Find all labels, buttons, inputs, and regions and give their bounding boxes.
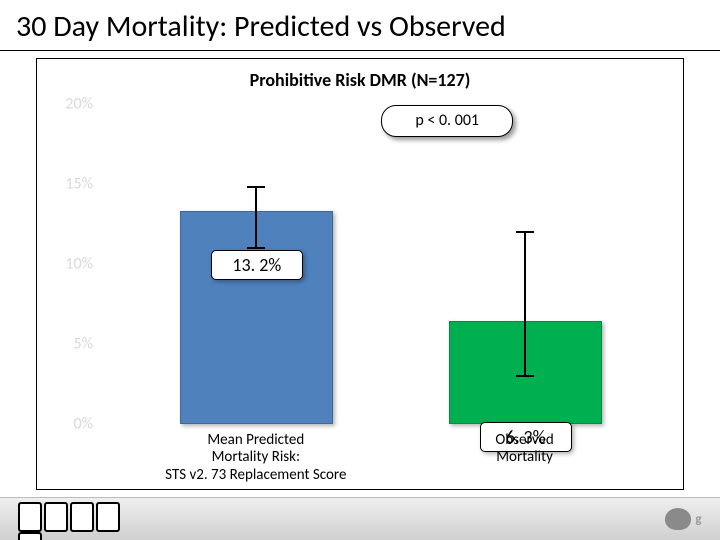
logo-right: g	[562, 504, 702, 534]
bar-value-label-predicted: 13. 2%	[211, 250, 303, 280]
ytick-label: 10%	[65, 255, 93, 274]
ytick-label: 15%	[65, 175, 93, 194]
logo-right-icon	[665, 508, 691, 530]
ytick-label: 20%	[65, 95, 93, 114]
ytick-label: 0%	[73, 415, 93, 434]
logo-left	[18, 502, 128, 536]
footer-band: g	[0, 497, 720, 540]
errorbar-cap-observed	[516, 375, 534, 377]
errorbar-cap-predicted	[247, 186, 265, 188]
errorbar-cap-observed	[516, 231, 534, 233]
bar-observed	[449, 321, 602, 424]
errorbar-stem-predicted	[255, 187, 257, 248]
page-title: 30 Day Mortality: Predicted vs Observed	[16, 8, 712, 45]
logo-right-text: g	[695, 512, 702, 527]
p-value-badge: p < 0. 001	[381, 105, 513, 137]
chart-container: Prohibitive Risk DMR (N=127) 0%5%10%15%2…	[36, 58, 684, 490]
chart-subtitle: Prohibitive Risk DMR (N=127)	[37, 69, 683, 91]
errorbar-cap-predicted	[247, 247, 265, 249]
errorbar-stem-observed	[524, 232, 526, 376]
chart-plot-area: 0%5%10%15%20%13. 2%6. 3%p < 0. 001	[99, 104, 659, 424]
ytick-label: 5%	[73, 335, 93, 354]
x-axis-label-observed: ObservedMortality	[405, 432, 645, 467]
title-underline	[0, 50, 720, 51]
x-axis-label-predicted: Mean PredictedMortality Risk:STS v2. 73 …	[136, 432, 376, 484]
